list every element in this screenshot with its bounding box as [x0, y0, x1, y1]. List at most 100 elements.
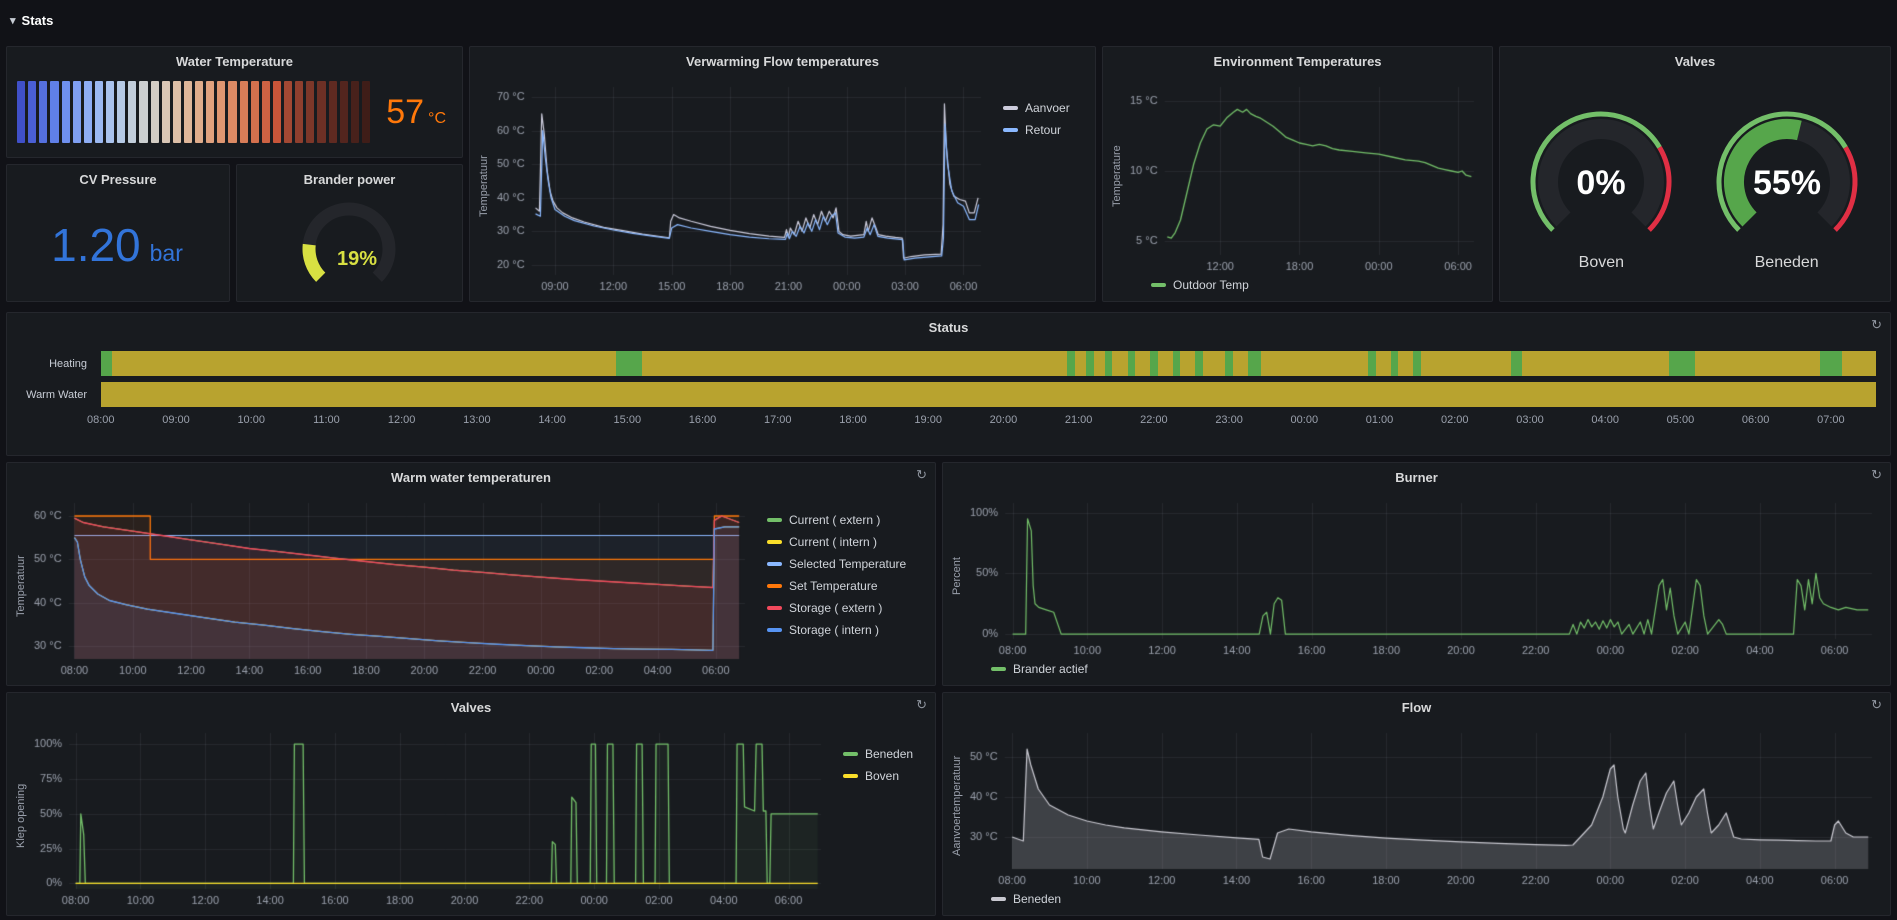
panel-burner: Burner ↻ Percent Brander actief [942, 462, 1891, 686]
panel-title-valves-gauges[interactable]: Valves [1674, 53, 1716, 69]
panel-title-water-temperature[interactable]: Water Temperature [175, 53, 294, 69]
panel-title-burner[interactable]: Burner [1395, 469, 1438, 485]
status-segment [1086, 351, 1094, 376]
legend-label: Beneden [865, 747, 914, 761]
panel-title-flow-temperatures[interactable]: Verwarming Flow temperatures [686, 53, 879, 69]
row-header-stats[interactable]: ▾ Stats [10, 13, 53, 28]
axis-tick-label: 11:00 [313, 414, 340, 426]
panel-title-valves-chart[interactable]: Valves [450, 699, 492, 715]
legend-swatch [1003, 106, 1018, 110]
gauge-bar [206, 81, 215, 143]
refresh-icon[interactable]: ↻ [1871, 697, 1882, 712]
panel-title-flow[interactable]: Flow [1401, 699, 1432, 715]
water-temperature-value: 57 °C [386, 93, 446, 132]
legend-item[interactable]: Selected Temperature [767, 557, 925, 571]
legend-swatch [991, 897, 1006, 901]
gauge-bar [361, 81, 370, 143]
status-segment [1511, 351, 1523, 376]
svg-text:0%: 0% [1577, 164, 1626, 202]
axis-tick-label: 16:00 [688, 414, 717, 426]
y-axis-label: Aanvoertemperatuur [951, 755, 963, 857]
warm-water-chart[interactable] [29, 493, 755, 679]
y-axis-label: Temperature [1111, 145, 1123, 207]
legend-item[interactable]: Storage ( intern ) [767, 623, 925, 637]
status-segment [1202, 351, 1226, 376]
gauge-bar [139, 81, 148, 143]
legend-swatch [1151, 283, 1166, 287]
legend-item[interactable]: Beneden [991, 892, 1061, 906]
axis-tick-label: 08:00 [86, 414, 115, 426]
refresh-icon[interactable]: ↻ [916, 467, 927, 482]
value-unit: °C [428, 109, 446, 127]
status-row-bar[interactable] [97, 382, 1876, 407]
gauge-bar [317, 81, 326, 143]
legend-swatch [767, 540, 782, 544]
refresh-icon[interactable]: ↻ [1871, 317, 1882, 332]
environment-temperatures-chart[interactable] [1125, 77, 1484, 275]
gauge-bar [161, 81, 170, 143]
legend-swatch [991, 667, 1006, 671]
legend-label: Current ( extern ) [789, 513, 881, 527]
status-segment [1127, 351, 1136, 376]
legend-label: Storage ( intern ) [789, 623, 880, 637]
legend-item[interactable]: Outdoor Temp [1151, 278, 1249, 292]
burner-chart[interactable] [965, 493, 1882, 659]
legend-item[interactable]: Set Temperature [767, 579, 925, 593]
legend-item[interactable]: Retour [1003, 123, 1085, 137]
gauge-bar [328, 81, 337, 143]
gauge-bar [339, 81, 348, 143]
refresh-icon[interactable]: ↻ [1871, 467, 1882, 482]
status-segment [1157, 351, 1173, 376]
status-row-label: Warm Water [26, 388, 87, 401]
refresh-icon[interactable]: ↻ [916, 697, 927, 712]
legend: Beneden Boven [831, 723, 927, 909]
status-segment [1695, 351, 1820, 376]
legend-item[interactable]: Current ( intern ) [767, 535, 925, 549]
panel-brander-power: Brander power 19% [236, 164, 463, 302]
legend-item[interactable]: Aanvoer [1003, 101, 1085, 115]
svg-text:55%: 55% [1753, 164, 1821, 202]
legend-item[interactable]: Brander actief [991, 662, 1088, 676]
panel-water-temperature: Water Temperature 57 °C [6, 46, 463, 158]
legend-label: Brander actief [1013, 662, 1088, 676]
flow-temperatures-chart[interactable] [492, 77, 991, 295]
gauge-bar [195, 81, 204, 143]
valves-chart[interactable] [29, 723, 831, 909]
gauge-bar [217, 81, 226, 143]
legend-label: Selected Temperature [789, 557, 907, 571]
flow-chart[interactable] [965, 723, 1882, 889]
status-segment [1232, 351, 1248, 376]
axis-tick-label: 18:00 [839, 414, 867, 426]
status-timeline[interactable]: Heating Warm Water 08:00 09:00 10:00 11:00 12:… [7, 341, 1890, 455]
status-segment [1398, 351, 1414, 376]
axis-tick-label: 05:00 [1666, 414, 1695, 426]
status-segment [1669, 351, 1696, 376]
status-segment [1225, 351, 1233, 376]
axis-tick-label: 01:00 [1365, 414, 1394, 426]
legend-swatch [767, 606, 782, 610]
panel-title-brander-power[interactable]: Brander power [303, 171, 396, 187]
legend-item[interactable]: Boven [843, 769, 925, 783]
legend-item[interactable]: Storage ( extern ) [767, 601, 925, 615]
legend-swatch [767, 562, 782, 566]
panel-title-warm-water[interactable]: Warm water temperaturen [391, 469, 551, 485]
legend: Aanvoer Retour [991, 77, 1087, 295]
axis-tick-label: 14:00 [538, 414, 566, 426]
svg-text:19%: 19% [336, 248, 376, 270]
status-segment [1375, 351, 1391, 376]
status-segment [100, 351, 113, 376]
status-row-bar[interactable] [97, 351, 1876, 376]
panel-title-environment-temperatures[interactable]: Environment Temperatures [1213, 53, 1382, 69]
status-segment [1842, 351, 1876, 376]
row-title: Stats [21, 12, 54, 28]
axis-tick-label: 09:00 [162, 414, 190, 426]
legend-label: Outdoor Temp [1173, 278, 1249, 292]
gauge-bar [128, 81, 137, 143]
panel-title-status[interactable]: Status [928, 319, 969, 335]
gauge-bar [228, 81, 237, 143]
legend: Brander actief [949, 659, 1882, 679]
panel-title-cv-pressure[interactable]: CV Pressure [79, 171, 157, 187]
status-row-label: Heating [49, 357, 87, 370]
legend-item[interactable]: Beneden [843, 747, 925, 761]
legend-item[interactable]: Current ( extern ) [767, 513, 925, 527]
